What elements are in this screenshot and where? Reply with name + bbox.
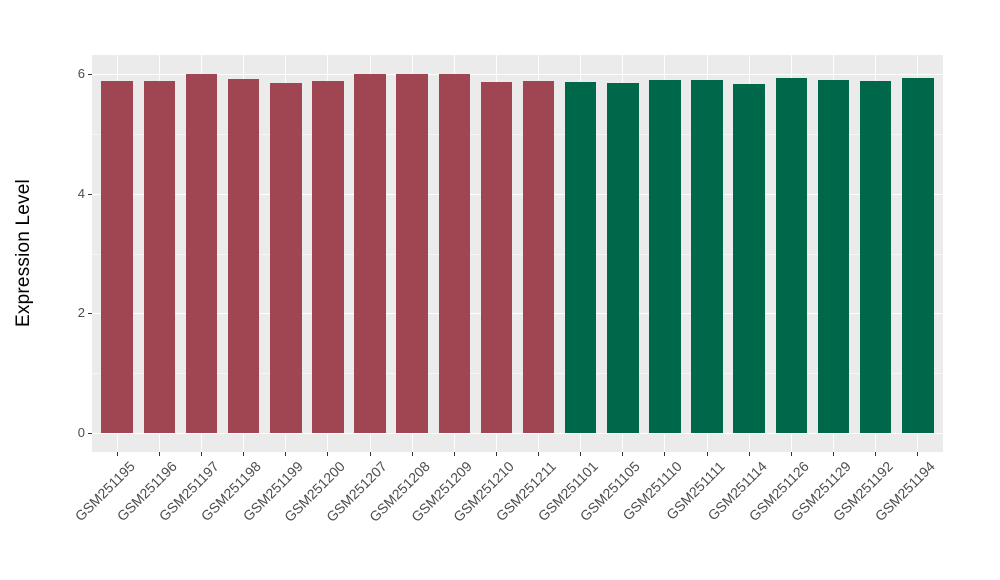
bar-GSM251101 <box>564 81 597 433</box>
x-tick-mark <box>622 452 624 456</box>
y-major-gridline <box>92 432 943 434</box>
y-tick-label: 6 <box>77 66 85 82</box>
x-tick-mark <box>664 452 666 456</box>
y-major-gridline <box>92 313 943 315</box>
bar-GSM251126 <box>775 77 808 433</box>
x-tick-mark <box>327 452 329 456</box>
bar-GSM251210 <box>480 81 513 433</box>
y-tick-label: 2 <box>77 305 85 321</box>
bar-GSM251129 <box>817 79 850 433</box>
bar-GSM251110 <box>649 80 681 433</box>
x-tick-mark <box>158 452 160 456</box>
bar-GSM251199 <box>269 82 302 433</box>
x-tick-mark <box>369 452 371 456</box>
y-major-gridline <box>92 74 943 76</box>
y-major-gridline <box>92 193 943 195</box>
bar-GSM251196 <box>143 81 176 433</box>
bar-GSM251195 <box>101 81 134 433</box>
y-tick-label: 0 <box>77 424 85 440</box>
bar-GSM251198 <box>227 78 260 433</box>
x-tick-mark <box>748 452 750 456</box>
x-tick-mark <box>411 452 413 456</box>
x-tick-mark <box>706 452 708 456</box>
x-tick-mark <box>832 452 834 456</box>
x-tick-mark <box>875 452 877 456</box>
bar-GSM251192 <box>859 81 892 433</box>
y-minor-gridline <box>92 133 943 135</box>
bar-GSM251207 <box>354 74 386 433</box>
x-tick-mark <box>917 452 919 456</box>
x-tick-mark <box>495 452 497 456</box>
x-tick-mark <box>580 452 582 456</box>
y-minor-gridline <box>92 253 943 255</box>
x-tick-mark <box>790 452 792 456</box>
bar-GSM251194 <box>901 78 934 433</box>
x-tick-mark <box>116 452 118 456</box>
x-tick-mark <box>453 452 455 456</box>
bar-GSM251111 <box>691 80 723 433</box>
bar-GSM251208 <box>396 74 428 433</box>
y-tick-label: 4 <box>77 185 85 201</box>
bar-GSM251114 <box>733 84 765 433</box>
plot-panel <box>92 55 943 452</box>
bar-GSM251200 <box>312 81 344 433</box>
bar-GSM251197 <box>185 73 218 433</box>
x-tick-mark <box>243 452 245 456</box>
bar-GSM251209 <box>438 74 471 433</box>
bar-GSM251211 <box>522 80 555 433</box>
x-tick-mark <box>538 452 540 456</box>
y-minor-gridline <box>92 373 943 375</box>
x-tick-mark <box>201 452 203 456</box>
y-tick-mark <box>87 313 92 315</box>
bar-GSM251105 <box>607 83 639 433</box>
x-tick-mark <box>285 452 287 456</box>
y-tick-mark <box>87 193 92 195</box>
y-tick-mark <box>87 74 92 76</box>
y-tick-mark <box>87 432 92 434</box>
